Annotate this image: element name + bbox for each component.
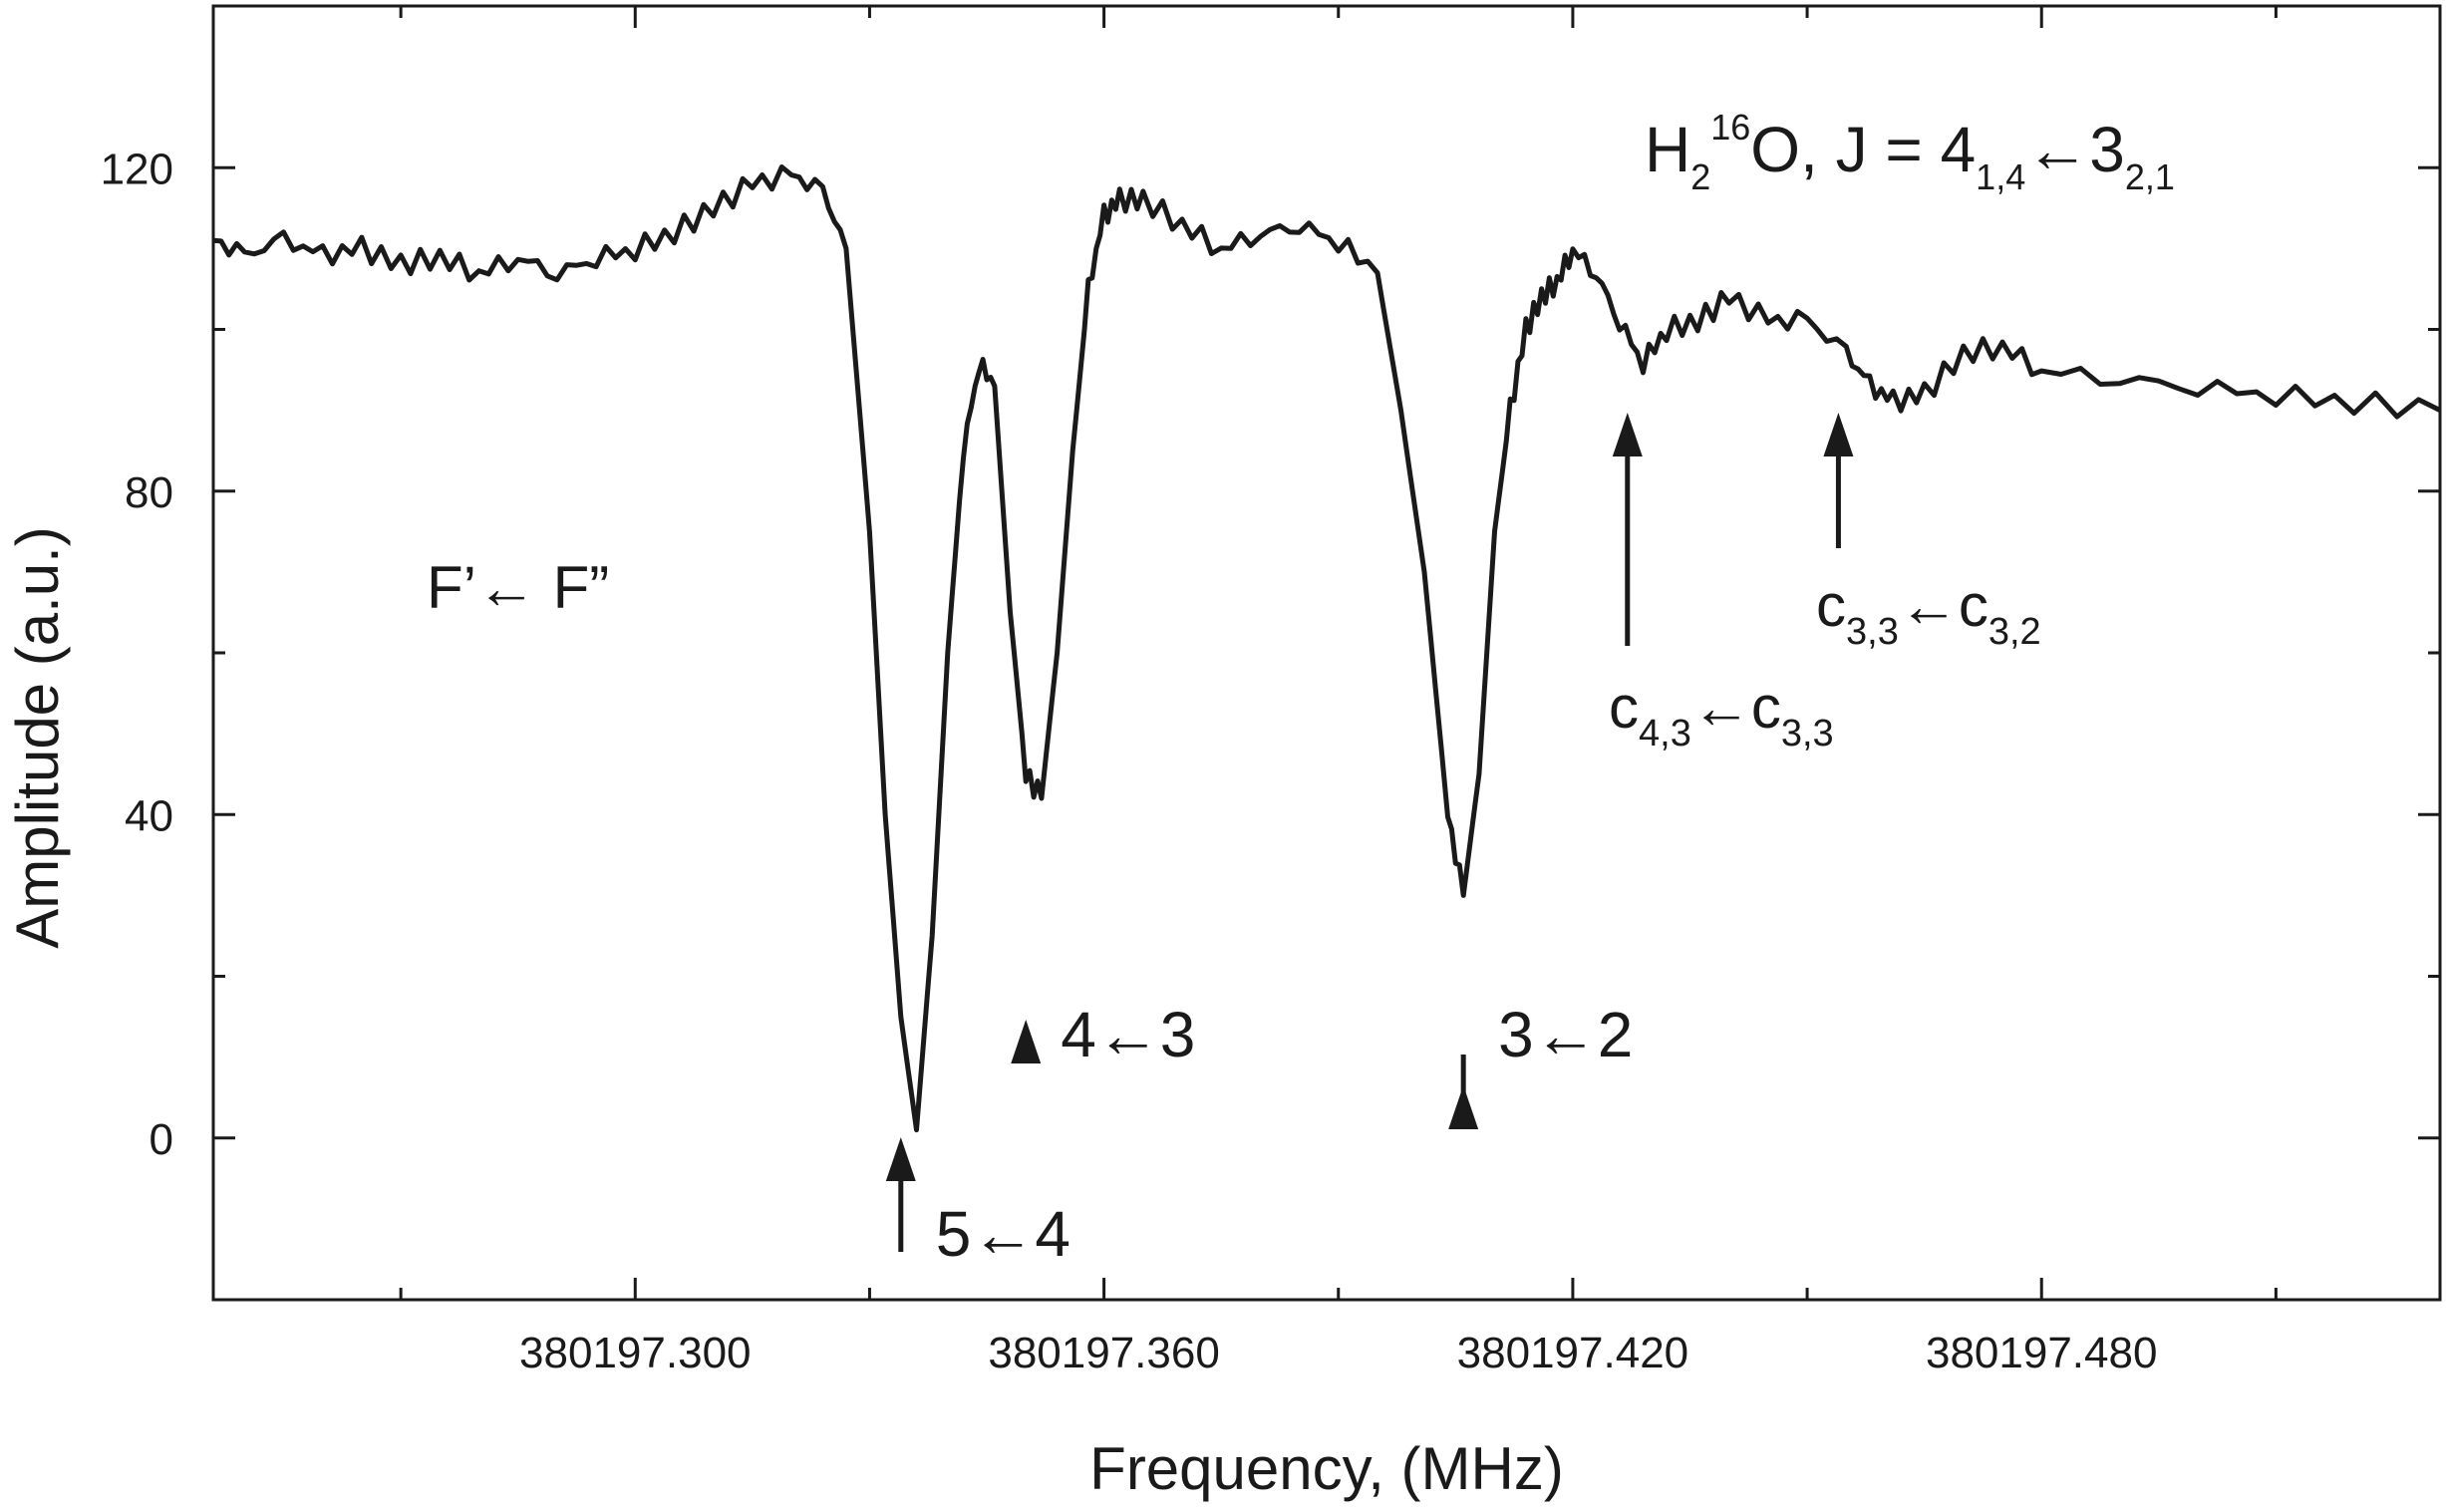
x-tick-label: 380197.420 <box>1457 1329 1688 1377</box>
plot-frame <box>211 4 2442 1302</box>
peak-label: 3←2 <box>1498 999 1633 1070</box>
x-axis-ticks: 380197.300 380197.360 380197.420 380197.480 <box>399 6 2278 1377</box>
peak-arrow-head <box>885 1137 916 1181</box>
hyperfine-label-c33-c32: c3,3←c3,2 <box>1816 572 2041 653</box>
x-tick-label: 380197.480 <box>1926 1329 2157 1377</box>
peak-arrow-head <box>1011 1020 1042 1063</box>
peak-label: 5←4 <box>936 1198 1070 1270</box>
y-tick-label: 120 <box>101 145 173 193</box>
y-tick-label: 0 <box>150 1115 173 1164</box>
transition-legend-note: F’← F” <box>427 554 609 621</box>
peak-arrow-head <box>1448 1085 1479 1129</box>
hyperfine-label-c43-c33: c4,3←c3,3 <box>1609 674 1834 755</box>
y-axis-title: Amplitude (a.u.) <box>4 526 71 949</box>
x-axis-title: Frequency, (MHz) <box>1089 1435 1564 1502</box>
c33-arrow-head <box>1823 413 1854 456</box>
y-tick-label: 80 <box>125 468 173 517</box>
annotation-layer: 5←4 4←3 3←2 <box>885 413 1854 1270</box>
peak-label: 4←3 <box>1061 999 1195 1070</box>
y-tick-label: 40 <box>125 791 173 840</box>
species-label: H216O, J = 41,4←32,1 <box>1645 107 2175 197</box>
spectrum-line <box>212 164 2442 1133</box>
x-tick-label: 380197.300 <box>519 1329 751 1377</box>
y-axis-ticks: 0 40 80 120 <box>101 145 2440 1302</box>
c43-arrow-head <box>1612 413 1643 456</box>
x-tick-label: 380197.360 <box>988 1329 1219 1377</box>
